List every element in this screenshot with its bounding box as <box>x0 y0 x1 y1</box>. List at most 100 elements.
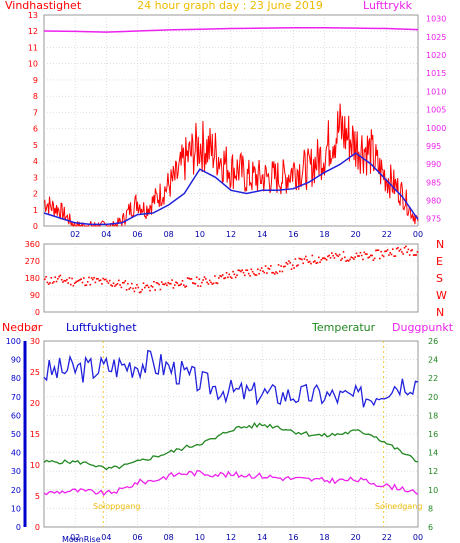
temperature-axis-tick: 8 <box>428 504 433 513</box>
wind-direction-point <box>83 277 85 279</box>
precip-axis-tick: 20 <box>11 486 21 495</box>
wind-direction-point <box>416 251 419 253</box>
wind-axis-tick: 11 <box>28 43 38 52</box>
temperature-axis-tick: 16 <box>428 430 438 439</box>
wind-direction-point <box>129 286 132 289</box>
wind-axis-tick: 10 <box>28 60 38 69</box>
wind-direction-point <box>89 283 92 286</box>
wind-direction-point <box>266 272 268 274</box>
wind-direction-point <box>177 284 180 287</box>
wind-direction-point <box>347 260 350 262</box>
wind-direction-point <box>338 253 341 256</box>
wind-direction-point <box>346 259 349 262</box>
wind-direction-point <box>205 278 207 280</box>
temperature-line <box>43 421 419 471</box>
temperature-axis-tick: 24 <box>428 356 438 365</box>
x-axis-tick: 02 <box>70 533 80 542</box>
x-axis-tick: 16 <box>288 533 298 542</box>
wind-direction-point <box>173 284 176 286</box>
humidity-line <box>43 349 419 408</box>
wind-direction-point <box>220 275 223 278</box>
temperature-label: Temperatur <box>311 321 376 334</box>
wind-direction-point <box>224 277 227 279</box>
wind-direction-point <box>198 278 201 280</box>
wind-axis-tick: 3 <box>33 173 38 182</box>
wind-direction-point <box>299 258 302 260</box>
wind-direction-point <box>84 284 86 287</box>
wind-direction-point <box>212 282 215 285</box>
precip-axis-tick: 0 <box>16 523 21 532</box>
temperature-axis-tick: 22 <box>428 374 438 383</box>
wind-direction-point <box>214 275 216 277</box>
wind-direction-point <box>170 282 172 285</box>
wind-direction-point <box>186 277 189 279</box>
wind-direction-point <box>405 245 407 248</box>
wind-direction-point <box>379 257 381 260</box>
wind-direction-point <box>307 261 310 263</box>
precip-axis-tick: 40 <box>11 449 21 458</box>
wind-direction-point <box>202 279 204 281</box>
x-axis-tick: 08 <box>164 533 174 542</box>
wind-direction-point <box>319 261 321 263</box>
humidity-axis-tick: 30 <box>30 337 40 346</box>
wind-direction-point <box>119 284 121 286</box>
wind-direction-point <box>59 274 62 277</box>
wind-direction-point <box>282 265 285 268</box>
wind-direction-point <box>306 259 308 261</box>
wind-direction-point <box>144 286 146 289</box>
wind-direction-point <box>382 255 385 258</box>
temperature-axis-tick: 26 <box>428 337 438 346</box>
dewpoint-line <box>43 469 419 497</box>
wind-direction-point <box>155 281 158 284</box>
wind-direction-point <box>308 260 311 263</box>
x-axis-tick: 06 <box>132 230 142 239</box>
wind-direction-point <box>94 281 97 284</box>
wind-direction-point <box>225 272 228 274</box>
wind-direction-point <box>211 283 214 285</box>
wind-direction-point <box>406 251 408 253</box>
wind-direction-point <box>190 278 193 280</box>
wind-direction-point <box>210 281 212 284</box>
wind-axis-tick: 4 <box>33 157 38 166</box>
wind-direction-point <box>60 278 63 281</box>
wind-direction-point <box>44 278 46 281</box>
pressure-axis-tick: 975 <box>426 215 441 224</box>
wind-direction-point <box>147 286 150 289</box>
wind-direction-point <box>123 281 125 284</box>
wind-direction-point <box>380 250 382 253</box>
wind-direction-point <box>329 257 332 259</box>
wind-direction-point <box>395 247 398 250</box>
temperature-axis-tick: 6 <box>428 523 433 532</box>
pressure-axis-tick: 1000 <box>426 124 446 133</box>
wind-direction-point <box>194 283 197 285</box>
wind-direction-point <box>57 278 59 280</box>
pressure-axis-tick: 1020 <box>426 51 446 60</box>
wind-direction-point <box>134 287 137 289</box>
wind-direction-point <box>90 277 93 279</box>
precip-axis-tick: 100 <box>6 337 21 346</box>
compass-label: S <box>436 272 443 285</box>
wind-direction-point <box>219 275 221 277</box>
wind-direction-point <box>181 280 184 282</box>
wind-direction-point <box>98 279 101 282</box>
pressure-axis-tick: 1030 <box>426 15 446 24</box>
wind-direction-point <box>79 279 81 281</box>
humidity-label: Luftfuktighet <box>66 321 137 334</box>
wind-direction-point <box>359 251 362 254</box>
wind-direction-point <box>360 254 363 257</box>
wind-direction-point <box>320 259 323 261</box>
wind-direction-point <box>106 280 108 283</box>
wind-direction-point <box>127 282 129 285</box>
x-axis-tick: 20 <box>351 533 361 542</box>
wind-direction-point <box>370 254 372 257</box>
wind-direction-point <box>412 254 415 256</box>
humidity-axis-tick: 0 <box>35 523 40 532</box>
wind-direction-point <box>112 282 115 285</box>
temperature-axis-tick: 14 <box>428 449 438 458</box>
wind-direction-point <box>389 252 391 254</box>
wind-direction-point <box>93 276 95 279</box>
wind-direction-point <box>45 276 47 278</box>
wind-direction-point <box>268 268 271 270</box>
wind-direction-point <box>193 282 195 285</box>
